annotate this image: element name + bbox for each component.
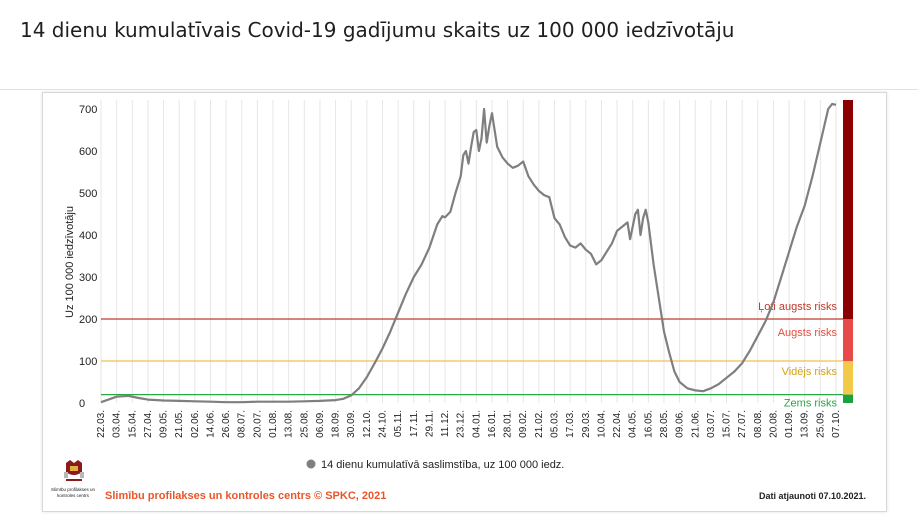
- x-tick-label: 25.09.: [815, 410, 826, 438]
- y-tick-label: 700: [79, 104, 97, 116]
- x-tick-label: 24.10.: [377, 410, 388, 438]
- x-gridlines: [100, 100, 837, 403]
- x-tick-label: 15.04.: [127, 410, 138, 438]
- x-tick-label: 18.09.: [331, 410, 342, 438]
- x-tick-label: 21.05.: [174, 410, 185, 438]
- x-tick-label: 17.03.: [565, 410, 576, 438]
- series-line: [100, 102, 837, 404]
- x-tick-label: 13.09.: [800, 410, 811, 438]
- x-tick-label: 09.02.: [518, 410, 529, 438]
- risk-band: [843, 100, 853, 319]
- page-title: 14 dienu kumulatīvais Covid-19 gadījumu …: [20, 18, 735, 42]
- x-tick-label: 25.08.: [299, 410, 310, 438]
- x-tick-label: 07.10.: [831, 410, 842, 438]
- updated-text: Dati atjaunoti 07.10.2021.: [759, 491, 866, 501]
- x-tick-label: 29.11.: [424, 410, 435, 437]
- x-tick-label: 12.10.: [362, 410, 373, 438]
- x-tick-label: 21.06.: [690, 410, 701, 438]
- y-tick-labels: 0 100 200 300 400 500 600 700: [79, 104, 97, 410]
- x-tick-label: 30.09.: [346, 410, 357, 438]
- x-tick-label: 03.04.: [112, 410, 123, 438]
- x-tick-label: 29.03.: [581, 410, 592, 438]
- y-tick-label: 0: [79, 398, 85, 410]
- x-tick-label: 23.12.: [456, 410, 467, 438]
- x-tick-label: 13.08.: [284, 410, 295, 438]
- y-tick-label: 600: [79, 146, 97, 158]
- x-tick-labels: 22.03. 03.04. 15.04. 27.04. 09.05. 21.05. 02.0…: [96, 410, 842, 438]
- y-tick-label: 100: [79, 356, 97, 368]
- legend-marker: [306, 459, 316, 469]
- legend-label: 14 dienu kumulatīvā saslimstība, uz 100 …: [321, 459, 564, 471]
- threshold-label: Zems risks: [784, 398, 838, 410]
- risk-band: [843, 319, 853, 361]
- x-tick-label: 20.08.: [768, 410, 779, 438]
- x-tick-label: 09.05.: [159, 410, 170, 438]
- x-tick-label: 02.06.: [190, 410, 201, 438]
- x-tick-label: 27.04.: [143, 410, 154, 438]
- x-tick-label: 16.01.: [487, 410, 498, 438]
- risk-bands: [843, 100, 853, 403]
- y-tick-label: 400: [79, 230, 97, 242]
- x-tick-label: 05.03.: [550, 410, 561, 438]
- y-axis-label: Uz 100 000 iedzīvotāju: [64, 206, 76, 318]
- x-tick-label: 06.09.: [315, 410, 326, 438]
- chart-frame: [42, 92, 887, 512]
- x-tick-label: 09.06.: [675, 410, 686, 438]
- x-tick-label: 27.07.: [737, 410, 748, 438]
- x-tick-label: 21.02.: [534, 410, 545, 438]
- x-tick-label: 08.08.: [753, 410, 764, 438]
- risk-band: [843, 394, 853, 403]
- x-tick-label: 04.01.: [471, 410, 482, 438]
- x-tick-label: 20.07.: [252, 410, 263, 438]
- logo-text-line-2: kontroles centrs: [57, 493, 90, 498]
- threshold-label: Vidējs risks: [782, 366, 838, 378]
- x-tick-label: 17.11.: [409, 410, 420, 437]
- x-tick-label: 11.12.: [440, 410, 451, 437]
- x-tick-label: 16.05.: [643, 410, 654, 438]
- x-tick-label: 15.07.: [722, 410, 733, 438]
- x-tick-label: 05.11.: [393, 410, 404, 437]
- logo-text-line-1: Slimību profilakses un: [51, 487, 96, 492]
- spkc-logo: [64, 460, 84, 481]
- x-tick-label: 14.06.: [205, 410, 216, 438]
- threshold-lines: Ļoti augsts risks Augsts risks Vidējs risk…: [101, 301, 843, 410]
- x-tick-label: 01.09.: [784, 410, 795, 438]
- x-tick-label: 03.07.: [706, 410, 717, 438]
- divider: [0, 89, 918, 90]
- x-tick-label: 01.08.: [268, 410, 279, 438]
- threshold-label: Ļoti augsts risks: [758, 301, 837, 313]
- threshold-label: Augsts risks: [778, 327, 838, 339]
- x-tick-label: 04.05.: [628, 410, 639, 438]
- x-tick-label: 28.05.: [659, 410, 670, 438]
- x-tick-label: 22.04.: [612, 410, 623, 438]
- y-tick-label: 300: [79, 272, 97, 284]
- x-tick-label: 22.03.: [96, 410, 107, 438]
- source-text: Slimību profilakses un kontroles centrs …: [105, 490, 386, 502]
- y-tick-label: 200: [79, 314, 97, 326]
- x-tick-label: 26.06.: [221, 410, 232, 438]
- x-tick-label: 10.04.: [596, 410, 607, 438]
- risk-band: [843, 361, 853, 395]
- x-tick-label: 08.07.: [237, 410, 248, 438]
- y-tick-label: 500: [79, 188, 97, 200]
- x-tick-label: 28.01.: [503, 410, 514, 438]
